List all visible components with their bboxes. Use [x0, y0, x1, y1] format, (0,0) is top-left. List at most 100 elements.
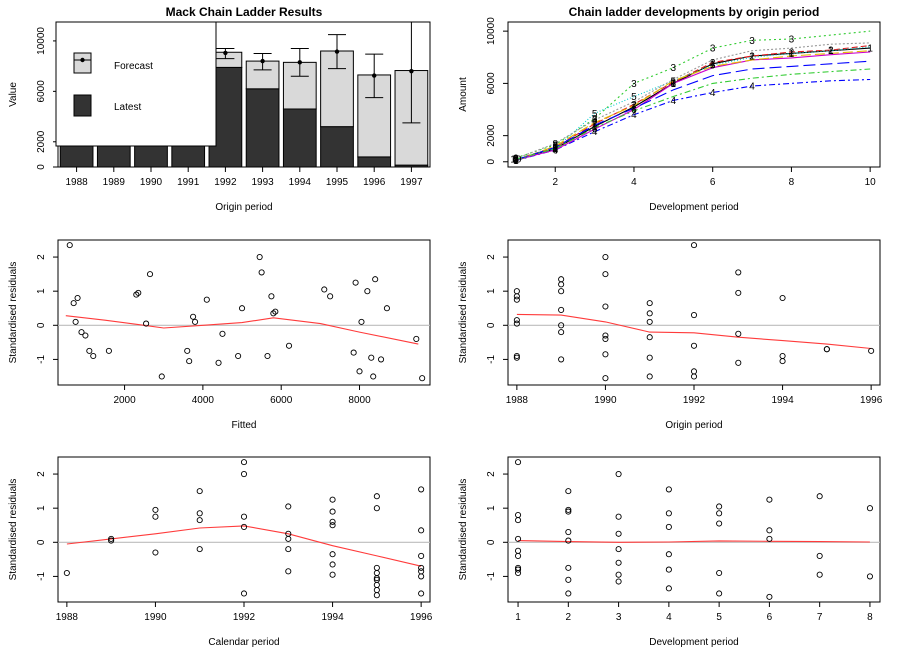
development-line-2 [515, 44, 871, 160]
development-marker-1: 1 [789, 49, 795, 60]
residual-point [766, 496, 773, 503]
x-tick-label: 4 [631, 177, 637, 188]
x-tick-label: 4000 [192, 395, 215, 406]
residual-point [373, 592, 380, 599]
residual-point [352, 279, 359, 286]
residual-point [602, 332, 609, 339]
development-line-6 [515, 51, 871, 161]
x-tick-label: 1997 [400, 177, 423, 188]
residual-point [418, 527, 425, 534]
x-tick-label: 4 [666, 612, 672, 623]
development-marker-1: 1 [710, 59, 716, 70]
residual-point [866, 505, 873, 512]
residual-point [383, 305, 390, 312]
y-tick-label: 2000 [36, 130, 47, 153]
x-tick-label: 3 [616, 612, 622, 623]
residual-point [329, 522, 336, 529]
y-tick-label: 1 [36, 505, 47, 511]
development-marker-2: 2 [513, 155, 519, 166]
residual-panel-3: Origin period Standardised residuals -1 0 1 2… [458, 239, 883, 431]
x-tick-label: 1988 [65, 177, 88, 188]
development-marker-2: 2 [749, 51, 755, 62]
residual-point [515, 566, 522, 573]
residual-point [418, 552, 425, 559]
y-tick-label: -1 [36, 572, 47, 581]
residual-point [816, 571, 823, 578]
development-marker-1: 1 [749, 51, 755, 62]
residual-point [513, 293, 520, 300]
residual-point [558, 306, 565, 313]
x-tick-label: 1994 [771, 395, 794, 406]
residual-point [373, 581, 380, 588]
development-marker-8: 8 [552, 139, 558, 150]
residual-point [615, 471, 622, 478]
residual-point [716, 569, 723, 577]
residual-point [558, 281, 565, 288]
residual-point [816, 493, 823, 500]
x-tick-label: 6000 [270, 395, 293, 406]
x-tick-label: 7 [817, 612, 823, 623]
residual-point [373, 575, 380, 582]
loess-smooth-line [66, 525, 422, 567]
y-tick-label: -1 [486, 572, 497, 581]
residual-point [690, 368, 698, 375]
residual-point [418, 568, 425, 575]
residual-point [602, 335, 609, 342]
x-tick-label: 1996 [860, 395, 883, 406]
x-tick-label: 1989 [103, 177, 126, 188]
residual-point [256, 254, 263, 261]
legend-forecast-point [80, 57, 85, 63]
x-tick-label: 1996 [363, 177, 386, 188]
residual-point [646, 334, 653, 341]
residual-point [823, 346, 830, 353]
x-tick-label: 1988 [506, 395, 529, 406]
development-line-4 [515, 78, 871, 162]
residual-point [602, 254, 609, 261]
residual-point [602, 351, 609, 358]
residual-point [270, 310, 277, 317]
x-tick-label: 6 [710, 177, 716, 188]
residual-point [152, 513, 159, 520]
residual-point [558, 329, 565, 336]
residual-point [373, 505, 380, 512]
y-axis-label: Standardised residuals [8, 262, 19, 364]
x-tick-label: 8 [867, 612, 873, 623]
residual-point [665, 510, 672, 517]
development-marker-7: 7 [552, 142, 558, 153]
residual-point [565, 529, 572, 536]
residual-point [258, 269, 265, 276]
residual-point [90, 352, 97, 360]
development-marker-8: 8 [592, 115, 598, 126]
residual-point [240, 471, 248, 478]
residual-point [219, 330, 226, 337]
residual-point [372, 276, 379, 283]
residual-point [735, 289, 742, 296]
residual-point [602, 303, 609, 310]
residual-point [646, 310, 653, 317]
x-tick-label: 2000 [113, 395, 136, 406]
residual-point [665, 566, 672, 573]
residual-point [240, 513, 248, 520]
residual-point [615, 546, 622, 553]
development-marker-2: 2 [592, 119, 598, 130]
development-marker-6: 6 [513, 155, 519, 166]
residual-point [285, 535, 292, 542]
plot-frame [507, 456, 881, 603]
development-marker-5: 5 [671, 76, 677, 87]
residual-point [203, 296, 210, 303]
residual-point [215, 359, 222, 366]
legend-latest-label: Latest [114, 102, 141, 113]
loess-smooth-line [518, 540, 870, 543]
x-tick-label: 8 [789, 177, 795, 188]
residual-point [240, 523, 248, 530]
development-marker-9: 9 [513, 155, 519, 166]
development-marker-3: 3 [631, 79, 637, 90]
development-marker-7: 7 [592, 118, 598, 129]
residual-point [513, 317, 520, 324]
x-tick-label: 1990 [594, 395, 617, 406]
development-marker-3: 3 [513, 153, 519, 164]
residual-point [285, 342, 293, 349]
residual-point [143, 320, 150, 327]
development-marker-5: 5 [592, 109, 598, 120]
chart-title: Mack Chain Ladder Results [166, 5, 323, 19]
